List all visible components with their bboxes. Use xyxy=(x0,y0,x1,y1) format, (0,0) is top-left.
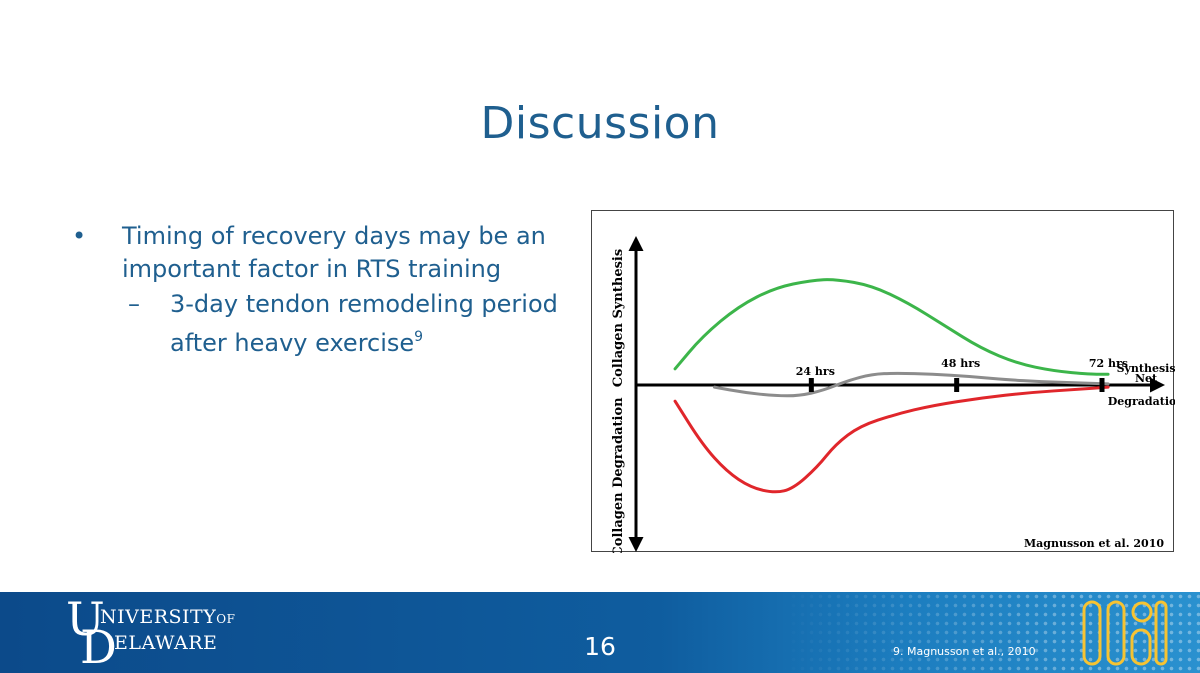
logo-of-word: OF xyxy=(216,612,236,626)
series-net-line xyxy=(712,371,1110,398)
footer-dot-pattern xyxy=(780,592,1200,673)
chart-source-label: Magnusson et al. 2010 xyxy=(1024,537,1164,550)
footer-citation: 9. Magnusson et al., 2010 xyxy=(893,645,1036,658)
sub-bullet-item: – 3-day tendon remodeling period after h… xyxy=(128,288,568,360)
logo-letter-u: U xyxy=(66,592,105,646)
series-synthesis-label: Synthesis xyxy=(1117,362,1175,375)
x-tick-mark xyxy=(808,378,814,392)
footer-bar: U D NIVERSITYOF ELAWARE 16 9. Magnusson … xyxy=(0,592,1200,673)
university-logo: U D NIVERSITYOF ELAWARE xyxy=(66,596,235,670)
series-net-label: Net xyxy=(1135,372,1158,385)
logo-line-university: NIVERSITYOF xyxy=(100,606,235,628)
chart-svg: Collagen Synthesis Collagen Degradation … xyxy=(611,236,1175,553)
slide-title: Discussion xyxy=(480,98,720,149)
series-degradation-label: Degradation xyxy=(1108,395,1175,408)
sub-bullet-text: 3-day tendon remodeling period after hea… xyxy=(170,290,558,357)
x-tick-mark xyxy=(1099,378,1105,392)
y-axis-label-degradation: Collagen Degradation xyxy=(611,397,626,553)
bullet-text: Timing of recovery days may be an import… xyxy=(122,222,546,283)
bullet-item: • Timing of recovery days may be an impo… xyxy=(68,220,568,286)
logo-letter-d: D xyxy=(80,620,117,673)
x-tick-label: 72 hrs xyxy=(1089,357,1128,370)
x-tick-label: 24 hrs xyxy=(796,365,835,378)
collagen-chart: Collagen Synthesis Collagen Degradation … xyxy=(591,210,1175,553)
brand-pattern-icon xyxy=(1082,600,1168,666)
y-axis-label-synthesis: Collagen Synthesis xyxy=(611,249,626,387)
series-degradation-line xyxy=(673,385,1110,494)
bullet-marker: • xyxy=(72,222,87,250)
series-synthesis-line xyxy=(673,278,1110,376)
reference-superscript: 9 xyxy=(414,329,424,345)
bullet-list: • Timing of recovery days may be an impo… xyxy=(68,220,568,360)
logo-line-delaware: ELAWARE xyxy=(114,632,218,654)
logo-university-word: NIVERSITY xyxy=(100,606,217,628)
x-tick-label: 48 hrs xyxy=(941,357,980,370)
page-number: 16 xyxy=(584,632,616,661)
sub-bullet-content: 3-day tendon remodeling period after hea… xyxy=(170,288,568,360)
x-tick-mark xyxy=(954,378,960,392)
sub-bullet-marker: – xyxy=(128,290,140,318)
